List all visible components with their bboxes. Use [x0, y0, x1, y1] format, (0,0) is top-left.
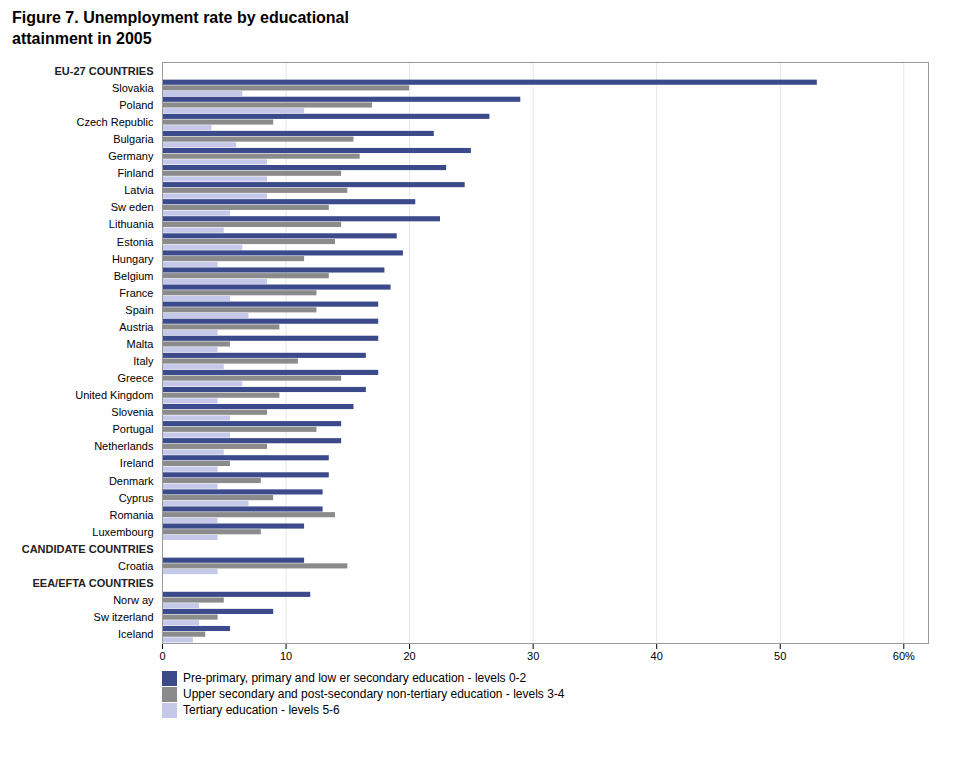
svg-text:United Kingdom: United Kingdom — [75, 389, 153, 401]
svg-text:Luxembourg: Luxembourg — [92, 525, 153, 537]
svg-text:Sw eden: Sw eden — [111, 201, 154, 213]
svg-text:Sw itzerland: Sw itzerland — [94, 611, 154, 623]
svg-text:Germany: Germany — [108, 150, 154, 162]
svg-text:Iceland: Iceland — [118, 628, 153, 640]
svg-text:Belgium: Belgium — [114, 269, 154, 281]
svg-text:Spain: Spain — [125, 303, 153, 315]
svg-text:Croatia: Croatia — [118, 560, 154, 572]
svg-text:EU-27 COUNTRIES: EU-27 COUNTRIES — [54, 64, 153, 76]
svg-text:Latvia: Latvia — [124, 184, 154, 196]
svg-text:Hungary: Hungary — [112, 252, 154, 264]
svg-text:Estonia: Estonia — [117, 235, 155, 247]
html-text:Upper secondary and post-secon: Upper secondary and post-secondary non-t… — [183, 687, 565, 702]
html-text:Pre-primary, primary and low e: Pre-primary, primary and low er secondar… — [183, 671, 527, 686]
svg-text:Slovenia: Slovenia — [111, 406, 154, 418]
svg-text:Ireland: Ireland — [120, 457, 154, 469]
svg-text:EEA/EFTA COUNTRIES: EEA/EFTA COUNTRIES — [32, 577, 153, 589]
svg-text:Austria: Austria — [119, 321, 154, 333]
html-text:Figure 7. Unemployment rate by: Figure 7. Unemployment rate by education… — [12, 9, 349, 47]
svg-text:0: 0 — [159, 650, 165, 662]
svg-text:Bulgaria: Bulgaria — [113, 133, 154, 145]
svg-text:Malta: Malta — [127, 338, 155, 350]
svg-text:Slovakia: Slovakia — [112, 82, 154, 94]
svg-text:Norw ay: Norw ay — [113, 594, 154, 606]
svg-text:Greece: Greece — [117, 372, 153, 384]
svg-text:Lithuania: Lithuania — [109, 218, 155, 230]
svg-text:CANDIDATE COUNTRIES: CANDIDATE COUNTRIES — [22, 542, 154, 554]
svg-text:Romania: Romania — [109, 508, 154, 520]
html-text:Tertiary education - levels 5-: Tertiary education - levels 5-6 — [183, 703, 340, 718]
svg-text:30: 30 — [527, 650, 539, 662]
svg-text:Czech Republic: Czech Republic — [76, 116, 154, 128]
svg-text:Finland: Finland — [117, 167, 153, 179]
svg-text:50: 50 — [774, 650, 786, 662]
svg-text:Netherlands: Netherlands — [94, 440, 154, 452]
svg-text:Cyprus: Cyprus — [119, 491, 154, 503]
svg-text:Denmark: Denmark — [109, 474, 154, 486]
svg-text:Poland: Poland — [119, 99, 153, 111]
svg-text:Portugal: Portugal — [113, 423, 154, 435]
svg-text:40: 40 — [651, 650, 663, 662]
svg-text:10: 10 — [280, 650, 292, 662]
svg-text:Italy: Italy — [133, 355, 154, 367]
svg-text:20: 20 — [403, 650, 415, 662]
svg-text:France: France — [119, 286, 153, 298]
svg-text:60%: 60% — [893, 650, 915, 662]
